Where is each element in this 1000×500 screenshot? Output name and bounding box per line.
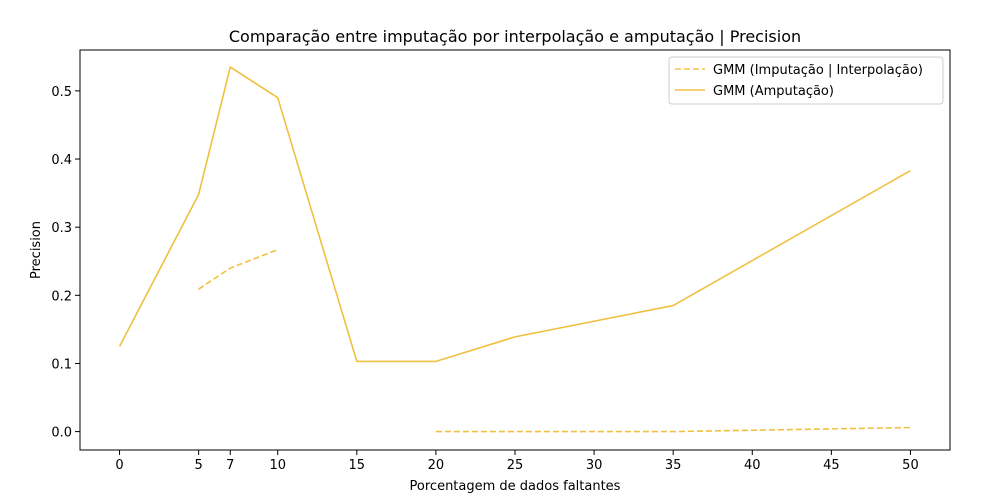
plot-frame xyxy=(79,49,951,451)
legend-box xyxy=(668,56,944,105)
series-line-1-segment-0 xyxy=(118,66,911,363)
series-line-0-segment-1 xyxy=(435,426,911,433)
x-tick-label: 30 xyxy=(586,458,603,473)
axis-ticks: 0 5 7 10 15 20 25 30 35 40 45 50 0.0 0.1 0.2 0.3 0.4 0.5 xyxy=(51,85,918,473)
legend: GMM (Imputação | Interpolação) GMM (Amput… xyxy=(668,56,944,105)
chart-title: Comparação entre imputação por interpola… xyxy=(229,27,801,46)
y-axis-label: Precision xyxy=(29,221,44,279)
legend-label-1: GMM (Amputação) xyxy=(713,84,834,99)
x-tick-label: 15 xyxy=(349,458,366,473)
series-layer xyxy=(118,66,911,433)
x-tick-label: 7 xyxy=(226,458,234,473)
x-tick-label: 50 xyxy=(902,458,919,473)
x-tick-label: 20 xyxy=(428,458,445,473)
y-tick-label: 0.5 xyxy=(51,85,72,100)
x-tick-label: 25 xyxy=(507,458,524,473)
y-tick-label: 0.0 xyxy=(51,426,72,441)
x-tick-label: 10 xyxy=(269,458,286,473)
x-tick-label: 40 xyxy=(744,458,761,473)
x-tick-label: 5 xyxy=(194,458,202,473)
series-line-0-segment-0 xyxy=(198,248,279,290)
y-tick-label: 0.3 xyxy=(51,221,72,236)
y-tick-label: 0.2 xyxy=(51,289,72,304)
y-tick-label: 0.4 xyxy=(51,153,72,168)
y-tick-label: 0.1 xyxy=(51,357,72,372)
x-tick-label: 0 xyxy=(115,458,123,473)
x-tick-label: 35 xyxy=(665,458,682,473)
x-axis-label: Porcentagem de dados faltantes xyxy=(410,479,621,494)
legend-label-0: GMM (Imputação | Interpolação) xyxy=(713,63,923,78)
x-tick-label: 45 xyxy=(823,458,840,473)
